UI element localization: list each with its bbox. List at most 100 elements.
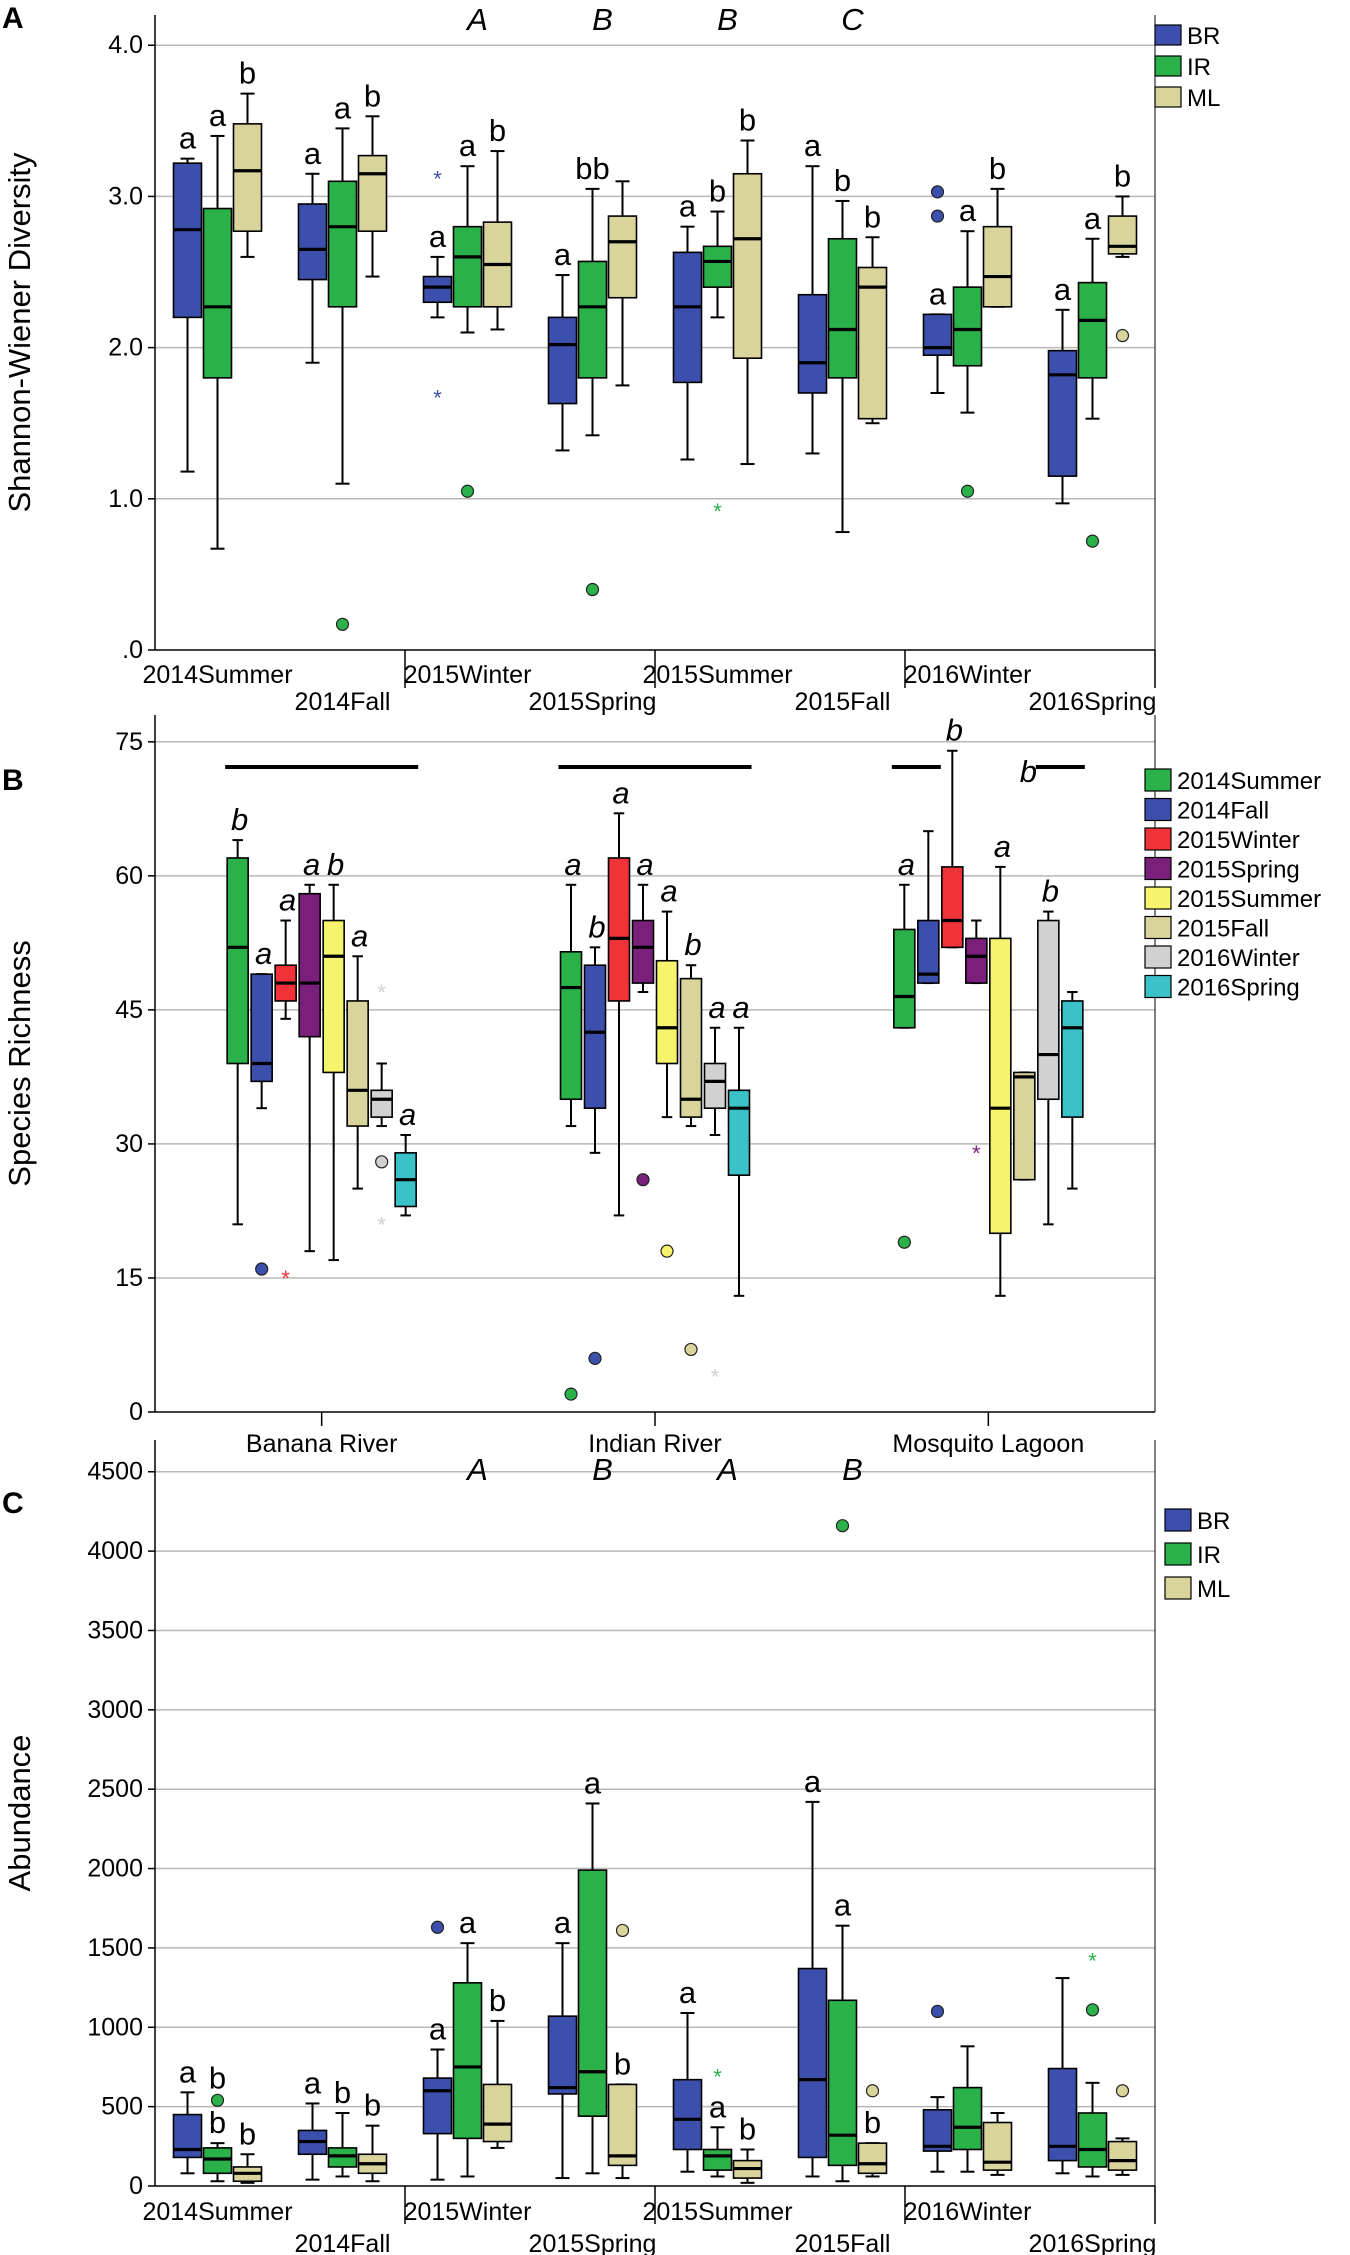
x-tick-label: Mosquito Lagoon [892,1430,1084,1458]
season-significance-letter: B [842,1452,863,1487]
box-body [577,260,608,379]
x-tick-label: 2015Winter [404,2198,532,2226]
box-body [422,275,453,304]
box-2015summer: a [655,874,679,1258]
box-2014summer: a [893,847,916,1249]
significance-letter: a [554,1905,572,1940]
significance-letter: b [239,56,256,91]
significance-letter: b [1042,874,1059,909]
legend-swatch [1154,86,1182,108]
significance-letter: a [709,2089,727,2124]
outlier-point [684,1342,698,1357]
significance-letter: b [588,909,605,944]
significance-letter: a [303,847,320,882]
box-body [917,919,940,984]
box-body [172,162,203,319]
legend-label: 2015Winter [1177,827,1300,854]
extreme-point: * [377,1212,386,1237]
legend-swatch [1144,886,1172,910]
x-tick-label: 2014Summer [142,661,292,689]
x-tick-label: Banana River [246,1430,397,1458]
box-body [297,203,328,281]
box-ml: b [1107,158,1138,343]
x-tick-label: 2015Fall [795,688,891,716]
x-tick-label: 2015Spring [529,688,657,716]
legend-swatch [1154,24,1182,46]
box-ml: b [232,56,263,258]
box-2015winter: b [941,713,964,949]
box-body [727,1089,751,1176]
significance-letter: b [364,78,381,113]
significance-letter: a [351,918,368,953]
legend-swatch [1144,827,1172,851]
outlier-point [1085,534,1100,548]
box-2015fall: b [679,927,703,1357]
y-tick-label: 0 [129,1398,143,1426]
legend-label: BR [1187,23,1220,50]
box-2015summer: b [322,847,345,1262]
legend-swatch [1164,1542,1192,1566]
significance-letter: a [334,90,352,125]
significance-letter: a [584,1765,602,1800]
box-body [482,2083,513,2143]
season-significance-letter: A [465,1452,488,1487]
box-body [922,2109,953,2152]
box-ml: b [607,1923,638,2180]
extreme-point: * [377,980,386,1005]
box-2015summer: a [989,829,1012,1297]
box-ir: b [202,2093,233,2183]
box-body [952,286,983,367]
significance-letter: a [679,1975,697,2010]
outlier-point [588,1351,602,1365]
box-body [250,973,273,1083]
box-2014fall [917,830,940,985]
significance-letter: a [459,1905,477,1940]
box-ml: b [482,1983,513,2149]
outlier-point [636,1173,650,1187]
box-br: * * a [422,166,453,411]
legend-label: BR [1197,1508,1230,1535]
significance-letter: b [489,1983,506,2018]
y-tick-label: 4500 [87,1458,143,1486]
box-2016spring: a [727,990,751,1297]
legend-label: 2015Spring [1177,857,1300,884]
outlier-point [615,1923,630,1938]
y-tick-label: 1500 [87,1934,143,1962]
box-body [298,892,321,1038]
y-tick-label: 0 [129,2172,143,2200]
y-axis-label: Shannon-Wiener Diversity [2,152,37,513]
box-ir: a [952,193,983,498]
outlier-point [835,1519,850,1533]
box-body [631,919,655,984]
significance-letter: a [612,775,629,810]
extreme-point: * [281,1266,290,1291]
box-2015spring: * [965,919,988,1166]
box-body [1013,1071,1036,1181]
box-2016spring: a [394,1097,417,1217]
legend-label: 2015Fall [1177,916,1269,943]
y-tick-label: 1000 [87,2013,143,2041]
significance-letter: bb [575,151,609,186]
box-body [1061,1000,1084,1118]
y-tick-label: 45 [115,996,143,1024]
outlier-point [430,1920,445,1934]
season-significance-letter: A [715,1452,738,1487]
x-tick-label: 2014Fall [295,688,391,716]
box-ir: * [1077,1949,1108,2178]
x-tick-label: 2015Summer [642,661,792,689]
box-body [202,207,233,379]
significance-letter: a [732,990,749,1025]
significance-letter: a [179,121,197,156]
box-br: a [672,189,703,461]
box-body [422,2077,453,2135]
significance-letter: b [209,2060,226,2095]
outlier-point [1115,2084,1130,2098]
legend-label: 2016Winter [1177,945,1300,972]
box-2014fall: a [250,936,273,1276]
significance-letter: a [636,847,653,882]
box-2015spring: a [631,847,655,1187]
season-significance-letter: C [841,2,864,37]
box-body [732,172,763,360]
significance-letter: b [834,163,851,198]
season-significance-letter: B [592,2,613,37]
